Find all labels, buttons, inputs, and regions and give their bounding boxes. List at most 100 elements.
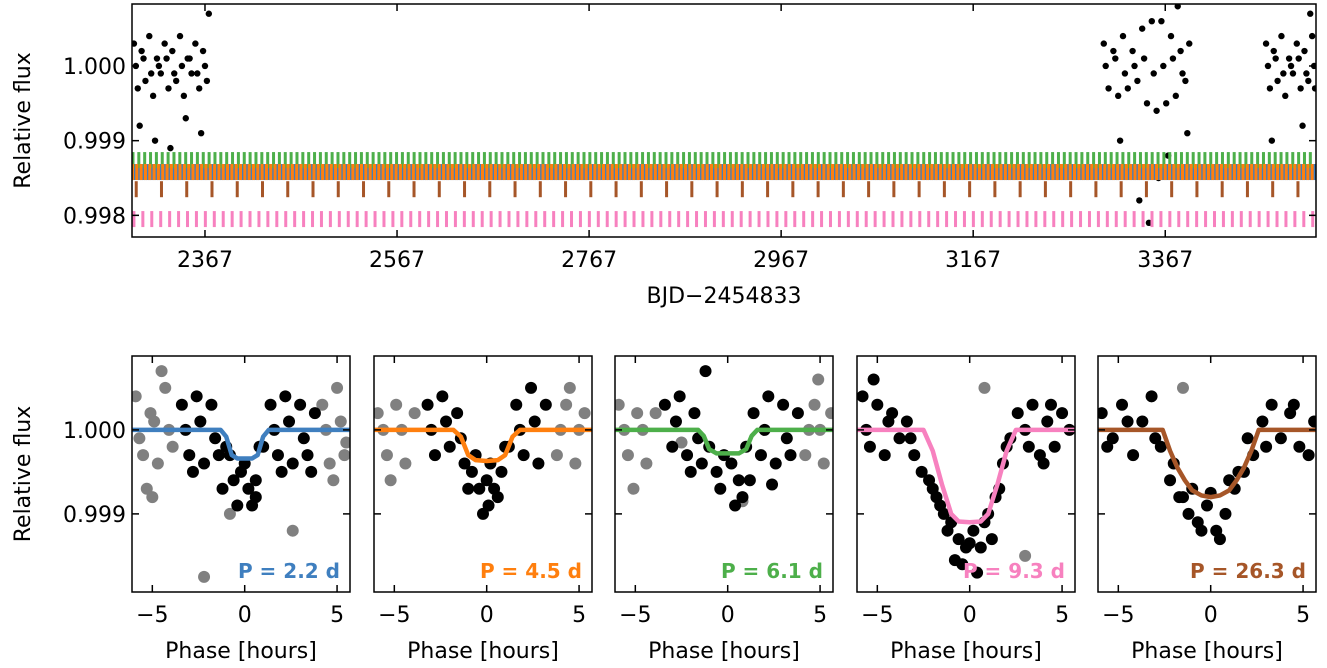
transit-marker <box>312 164 316 181</box>
transit-marker <box>221 211 225 228</box>
transit-marker <box>864 211 868 228</box>
transit-marker <box>1150 164 1154 181</box>
transit-marker <box>518 152 522 169</box>
transit-marker <box>545 164 549 181</box>
transit-marker <box>351 164 355 181</box>
transit-marker <box>1170 164 1174 181</box>
transit-marker <box>159 211 163 228</box>
transit-marker <box>468 164 472 181</box>
data-point <box>148 70 155 77</box>
transit-marker <box>1094 164 1098 181</box>
transit-marker <box>427 164 431 181</box>
transit-marker <box>1008 164 1012 181</box>
data-point <box>784 449 797 462</box>
transit-marker <box>855 211 859 228</box>
transit-marker <box>1118 164 1122 181</box>
transit-marker <box>1001 164 1005 181</box>
transit-marker <box>1209 152 1213 169</box>
transit-marker <box>936 211 940 228</box>
transit-marker <box>1070 211 1074 228</box>
data-point <box>1241 432 1254 445</box>
transit-marker <box>1124 164 1128 181</box>
transit-marker <box>442 164 446 181</box>
transit-marker <box>822 152 826 169</box>
transit-marker <box>523 152 527 169</box>
data-point <box>799 449 812 462</box>
x-tick-label: 0 <box>480 603 494 628</box>
transit-marker <box>1138 152 1142 169</box>
transit-marker <box>784 211 788 228</box>
transit-marker <box>676 152 680 169</box>
transit-marker <box>783 164 787 181</box>
transit-marker <box>360 164 364 181</box>
transit-marker <box>906 164 910 181</box>
transit-marker <box>992 152 996 169</box>
transit-marker <box>186 211 190 228</box>
transit-marker <box>963 152 967 169</box>
transit-marker <box>1174 152 1178 169</box>
data-point <box>1219 507 1232 520</box>
transit-marker <box>799 152 803 169</box>
transit-marker <box>1187 164 1191 181</box>
transit-marker <box>242 152 246 169</box>
transit-marker <box>723 152 727 169</box>
transit-marker <box>831 164 835 181</box>
transit-marker <box>1299 164 1303 181</box>
transit-marker <box>636 164 640 181</box>
transit-marker <box>323 164 327 181</box>
data-point <box>978 381 991 394</box>
data-point <box>198 570 211 583</box>
transit-marker <box>1193 164 1197 181</box>
transit-marker <box>734 152 738 169</box>
transit-marker <box>424 164 428 181</box>
transit-marker <box>1141 211 1145 228</box>
transit-marker <box>1068 152 1072 169</box>
transit-marker <box>418 211 422 228</box>
transit-marker <box>1179 152 1183 169</box>
transit-marker <box>810 152 814 169</box>
transit-marker <box>664 152 668 169</box>
transit-marker <box>861 164 865 181</box>
transit-marker <box>1055 164 1059 181</box>
transit-marker <box>570 152 574 169</box>
transit-marker <box>1224 164 1228 181</box>
transit-marker <box>210 181 214 198</box>
transit-marker <box>1280 164 1284 181</box>
transit-marker <box>1204 164 1208 181</box>
transit-marker <box>245 164 249 181</box>
transit-marker <box>338 164 342 181</box>
transit-marker <box>410 164 414 181</box>
transit-marker <box>329 164 333 181</box>
transit-marker <box>418 164 422 181</box>
transit-marker <box>301 152 305 169</box>
data-point <box>1299 122 1306 129</box>
data-point <box>1297 85 1304 92</box>
data-point <box>194 70 201 77</box>
transit-marker <box>774 164 778 181</box>
transit-marker <box>1114 211 1118 228</box>
transit-marker <box>395 152 399 169</box>
transit-marker <box>463 164 467 181</box>
transit-marker <box>632 164 636 181</box>
transit-marker <box>1072 164 1076 181</box>
transit-marker <box>534 164 538 181</box>
transit-marker <box>1074 152 1078 169</box>
x-axis-label: Phase [hours] <box>1131 639 1283 664</box>
transit-marker <box>989 211 993 228</box>
transit-marker <box>915 164 919 181</box>
data-point <box>900 415 913 428</box>
data-point <box>491 491 504 504</box>
transit-marker <box>1297 152 1301 169</box>
transit-marker <box>951 152 955 169</box>
data-point <box>857 390 869 403</box>
transit-marker <box>1103 164 1107 181</box>
data-point <box>1127 449 1140 462</box>
data-point <box>451 407 464 420</box>
transit-marker <box>606 164 610 181</box>
transit-marker <box>1219 164 1223 181</box>
data-point <box>196 85 203 92</box>
data-point <box>482 499 495 512</box>
transit-marker <box>1170 181 1174 198</box>
transit-marker <box>132 164 134 181</box>
transit-marker <box>982 164 986 181</box>
